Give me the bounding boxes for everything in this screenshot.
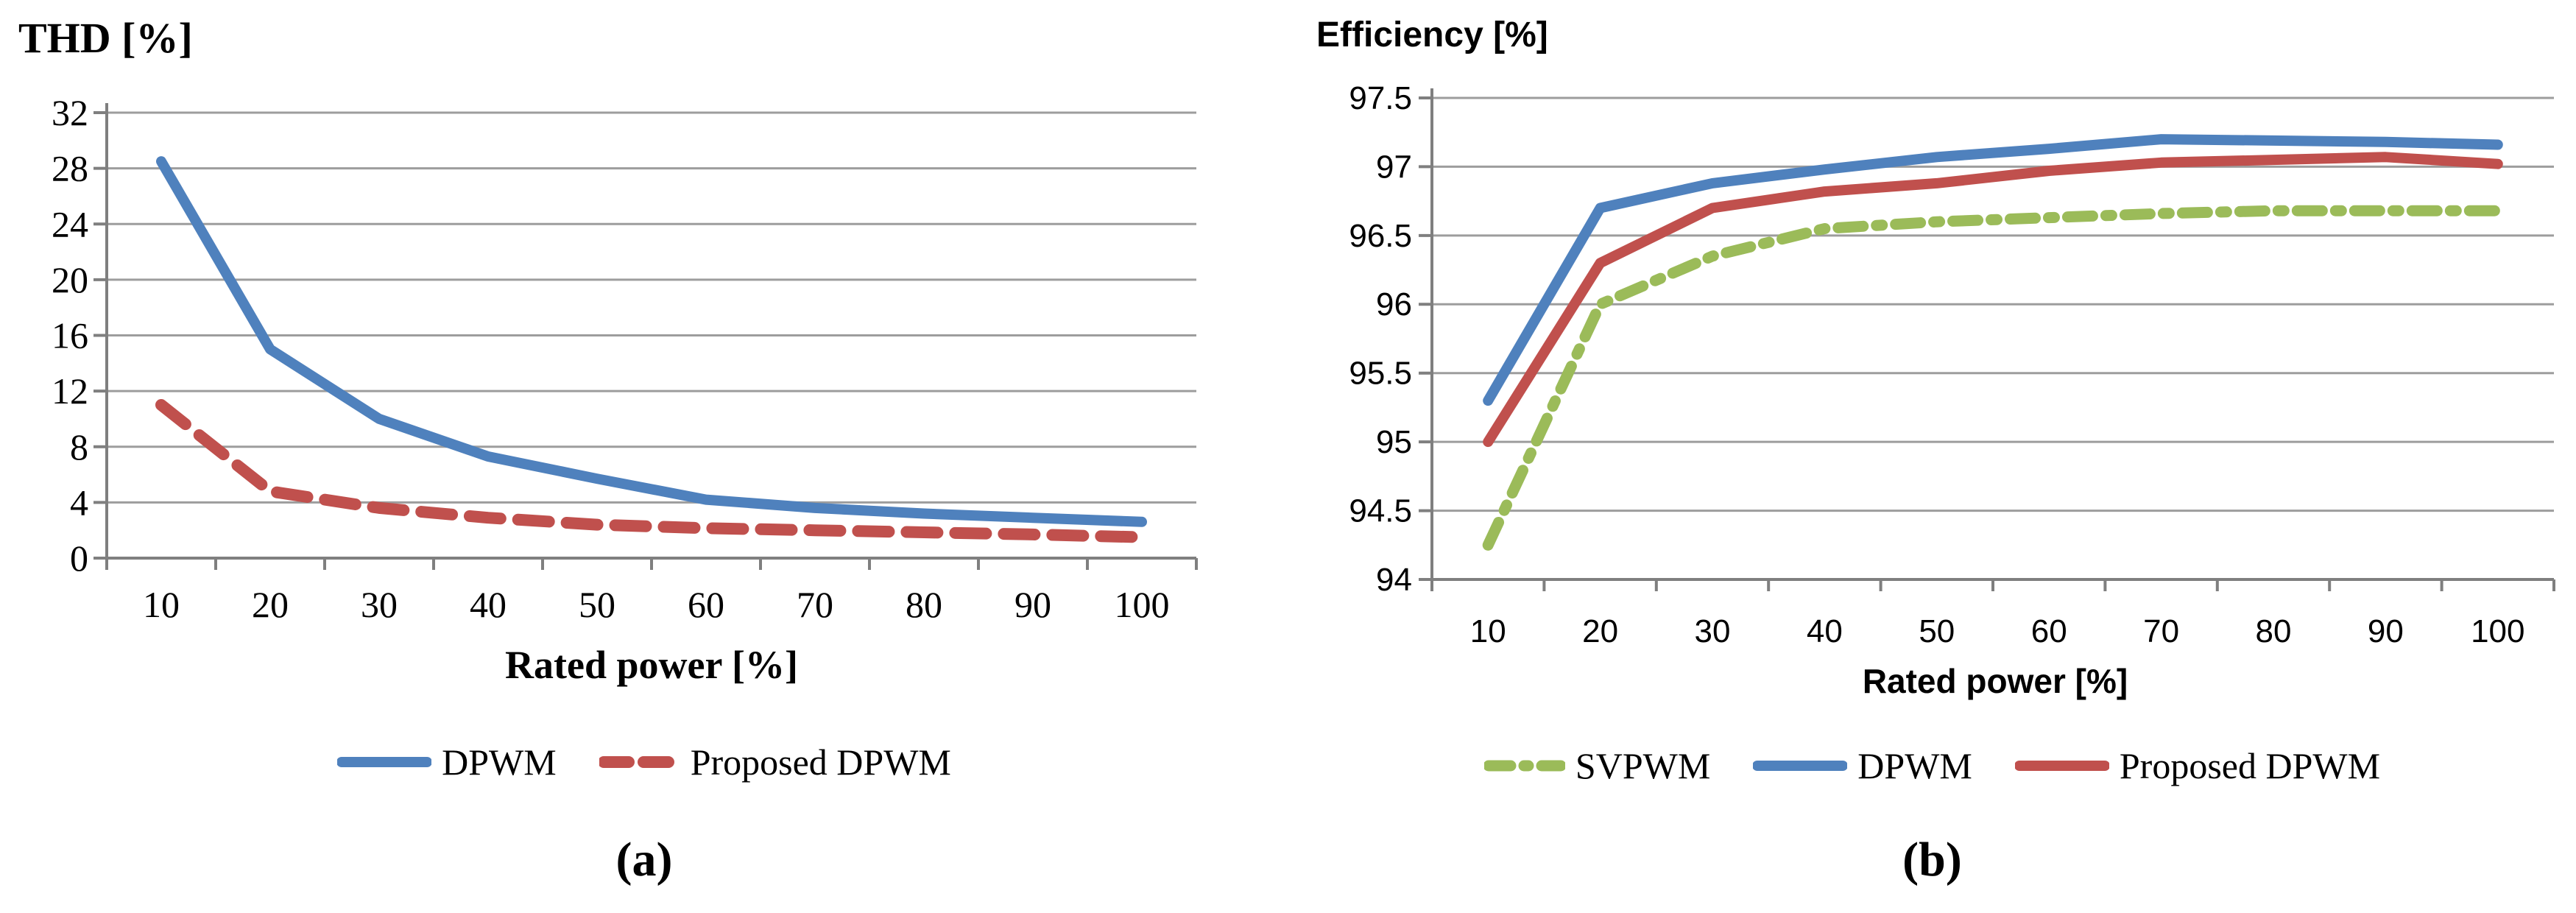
chart-a-x-axis-title: Rated power [%]: [505, 643, 798, 687]
chart-b-legend: SVPWM DPWM Proposed DPWM: [1288, 736, 2576, 795]
legend-item-proposed-dpwm: Proposed DPWM: [2014, 744, 2381, 787]
y-tick-label: 97.5: [1349, 80, 1412, 116]
legend-label: SVPWM: [1575, 745, 1711, 786]
y-tick-label: 95: [1376, 424, 1412, 460]
legend-label: Proposed DPWM: [2119, 745, 2381, 786]
y-tick-label: 12: [52, 370, 88, 412]
y-tick-label: 95.5: [1349, 356, 1412, 392]
caption-a: (a): [615, 833, 673, 886]
legend-label: DPWM: [442, 741, 557, 783]
y-tick-label: 94.5: [1349, 493, 1412, 529]
caption-b: (b): [1902, 833, 1962, 886]
x-tick-label: 60: [688, 584, 724, 625]
series-line-svpwm: [1482, 205, 2504, 551]
series-line-proposed-dpwm: [155, 399, 1148, 543]
x-tick-label: 70: [797, 584, 833, 625]
chart-b-title: Efficiency [%]: [1316, 15, 1548, 54]
x-tick-label: 100: [1115, 584, 1170, 625]
y-tick-label: 97: [1376, 149, 1412, 185]
series-line-dpwm: [156, 156, 1147, 527]
legend-swatch-solid-line: [2014, 761, 2109, 771]
legend-swatch-solid-line: [1753, 761, 1848, 771]
x-tick-label: 20: [1582, 613, 1618, 649]
legend-item-proposed-dpwm: Proposed DPWM: [599, 741, 951, 783]
y-tick-label: 4: [70, 482, 88, 523]
x-tick-label: 10: [143, 584, 180, 625]
x-tick-label: 70: [2143, 613, 2179, 649]
y-tick-label: 24: [52, 203, 88, 244]
legend-swatch-dashdot-line: [1483, 760, 1565, 772]
x-tick-label: 60: [2031, 613, 2067, 649]
chart-b-x-axis-title: Rated power [%]: [1862, 662, 2128, 700]
x-tick-label: 30: [1695, 613, 1731, 649]
x-tick-label: 40: [470, 584, 507, 625]
x-tick-label: 80: [906, 584, 942, 625]
legend-label: Proposed DPWM: [690, 741, 951, 783]
legend-item-svpwm: SVPWM: [1483, 744, 1711, 787]
x-tick-label: 80: [2256, 613, 2292, 649]
x-tick-label: 90: [1014, 584, 1051, 625]
chart-b-canvas: 94 94.5 95 95.5 96 96.5 97 97.5 10 20 30 40 50 60 70 80…: [1349, 80, 2555, 649]
chart-a-canvas: 0 4 8 12 16 20 24 28 32 10 20 30 40 50 60 70 80 90 100: [52, 92, 1198, 625]
y-tick-label: 8: [70, 426, 88, 468]
legend-swatch-dash-line: [599, 756, 680, 768]
legend-item-dpwm: DPWM: [337, 741, 557, 783]
y-tick-label: 96.5: [1349, 218, 1412, 254]
x-tick-label: 90: [2368, 613, 2404, 649]
chart-a-legend: DPWM Proposed DPWM: [0, 733, 1288, 792]
x-tick-label: 50: [1919, 613, 1955, 649]
x-tick-label: 20: [252, 584, 289, 625]
y-tick-label: 32: [52, 92, 88, 133]
series-line-proposed-dpwm: [1483, 152, 2503, 448]
x-tick-label: 10: [1470, 613, 1506, 649]
legend-swatch-solid-line: [337, 757, 432, 767]
chart-a-title: THD [%]: [18, 14, 193, 62]
y-tick-label: 28: [52, 148, 88, 189]
y-tick-label: 94: [1376, 562, 1412, 598]
x-tick-label: 50: [579, 584, 615, 625]
x-tick-label: 100: [2471, 613, 2524, 649]
y-tick-label: 0: [70, 537, 88, 579]
y-tick-label: 16: [52, 315, 88, 356]
y-tick-label: 20: [52, 259, 88, 300]
series-line-dpwm: [1483, 134, 2503, 406]
legend-item-dpwm: DPWM: [1753, 744, 1972, 787]
x-tick-label: 30: [361, 584, 398, 625]
legend-label: DPWM: [1857, 745, 1972, 786]
x-tick-label: 40: [1807, 613, 1843, 649]
y-tick-label: 96: [1376, 286, 1412, 322]
